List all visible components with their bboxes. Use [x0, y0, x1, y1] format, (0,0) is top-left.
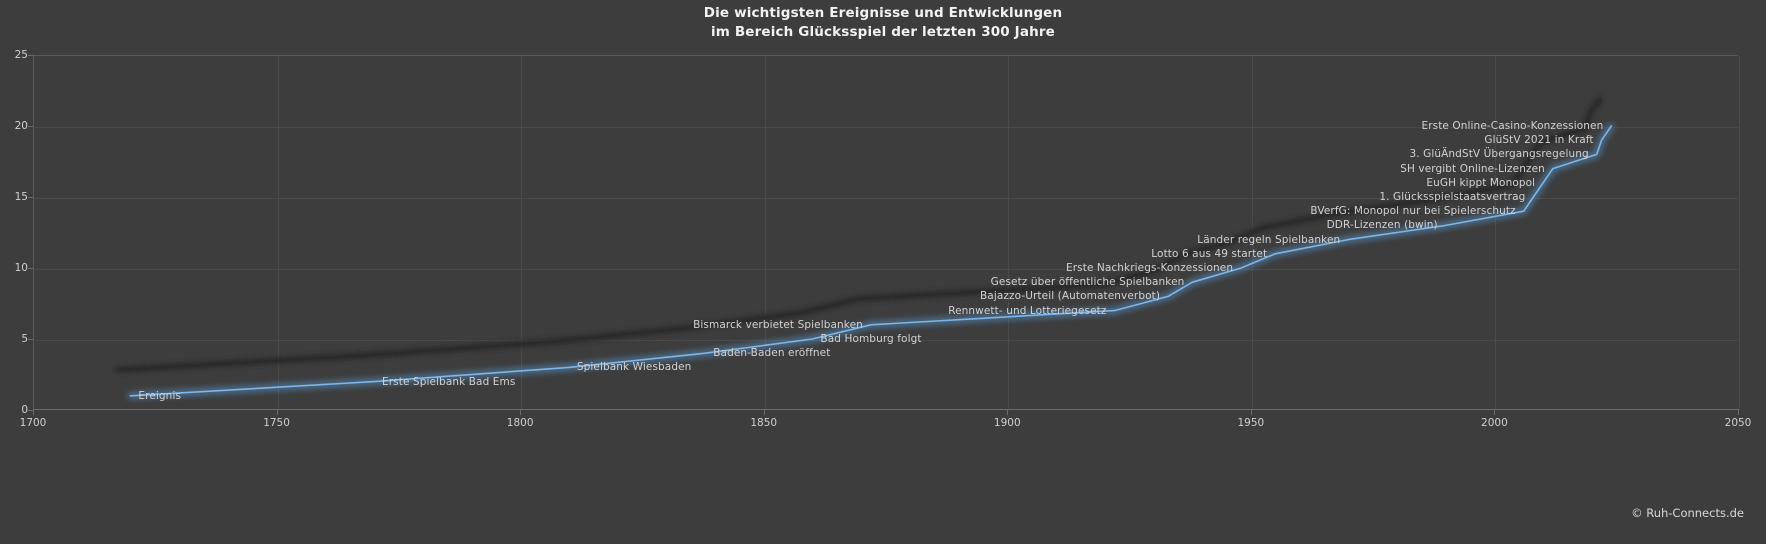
y-tick-label: 15 [14, 191, 28, 203]
annotation-label: Bad Homburg folgt [820, 333, 922, 345]
annotation-label: BVerfG: Monopol nur bei Spielerschutz [1310, 205, 1516, 218]
annotation-label: 3. GlüÄndStV Übergangsregelung [1409, 148, 1589, 161]
annotation-label: Erste Nachkriegs-Konzessionen [1066, 262, 1234, 274]
x-tick-label: 1950 [1237, 417, 1265, 429]
gridline-horizontal [34, 269, 1738, 270]
annotation-label: Spielbank Wiesbaden [576, 361, 692, 374]
annotation-label: GlüStV 2021 in Kraft [1484, 134, 1594, 147]
annotation-label: Länder regeln Spielbanken [1197, 233, 1341, 246]
gridline-vertical [1739, 56, 1740, 410]
y-tick-mark [28, 410, 33, 411]
footer-credit: © Ruh-Connects.de [1631, 506, 1744, 520]
annotation-label: Rennwett- und Lotteriegesetz [948, 304, 1107, 317]
x-tick-mark [1250, 410, 1252, 415]
gridline-vertical [521, 56, 523, 410]
annotation-label: Erste Spielbank Bad Ems [382, 375, 516, 388]
annotation-label: Bajazzo-Urteil (Automatenverbot) [980, 290, 1161, 303]
x-tick-mark [1738, 410, 1739, 415]
x-tick-mark [276, 410, 278, 415]
x-tick-label: 2000 [1481, 417, 1508, 429]
x-tick-label: 1700 [19, 417, 47, 429]
annotation-label: Erste Online-Casino-Konzessionen [1421, 120, 1604, 132]
y-tick-mark [28, 55, 33, 56]
y-tick-label: 5 [21, 333, 28, 345]
annotation-label: Ereignis [138, 389, 182, 402]
plot-area [33, 55, 1740, 410]
y-tick-label: 25 [14, 49, 28, 61]
x-tick-label: 2050 [1724, 417, 1752, 429]
annotation-label: SH vergibt Online-Lizenzen [1400, 162, 1545, 175]
title-line-2: im Bereich Glücksspiel der letzten 300 J… [711, 24, 1055, 40]
x-tick-mark [33, 410, 34, 415]
x-axis-line [33, 409, 1739, 410]
y-tick-label: 10 [14, 262, 28, 274]
page-title: Die wichtigsten Ereignisse und Entwicklu… [0, 4, 1766, 42]
x-tick-mark [1494, 410, 1496, 415]
x-tick-label: 1900 [993, 417, 1021, 429]
y-tick-label: 20 [14, 120, 28, 132]
annotation-label: Gesetz über öffentliche Spielbanken [990, 276, 1185, 289]
y-tick-mark [28, 339, 33, 340]
x-tick-label: 1750 [263, 417, 290, 429]
y-tick-mark [28, 197, 33, 198]
annotation-label: EuGH kippt Monopol [1426, 176, 1536, 189]
y-tick-mark [28, 126, 33, 127]
y-tick-mark [28, 268, 33, 269]
gridline-vertical [1495, 56, 1497, 410]
gridline-vertical [1008, 56, 1010, 410]
annotation-label: Bismarck verbietet Spielbanken [693, 318, 863, 331]
annotation-label: DDR-Lizenzen (bwin) [1326, 219, 1438, 232]
gridline-vertical [277, 56, 279, 410]
annotation-label: Baden-Baden eröffnet [713, 347, 831, 360]
x-tick-label: 1800 [506, 417, 534, 429]
x-tick-mark [520, 410, 522, 415]
title-line-1: Die wichtigsten Ereignisse und Entwicklu… [703, 5, 1063, 21]
x-tick-mark [763, 410, 765, 415]
x-tick-mark [1007, 410, 1009, 415]
annotation-label: Lotto 6 aus 49 startet [1151, 247, 1268, 260]
annotation-label: 1. Glücksspielstaatsvertrag [1379, 191, 1526, 203]
y-tick-label: 0 [21, 404, 28, 416]
x-tick-label: 1850 [750, 417, 778, 429]
